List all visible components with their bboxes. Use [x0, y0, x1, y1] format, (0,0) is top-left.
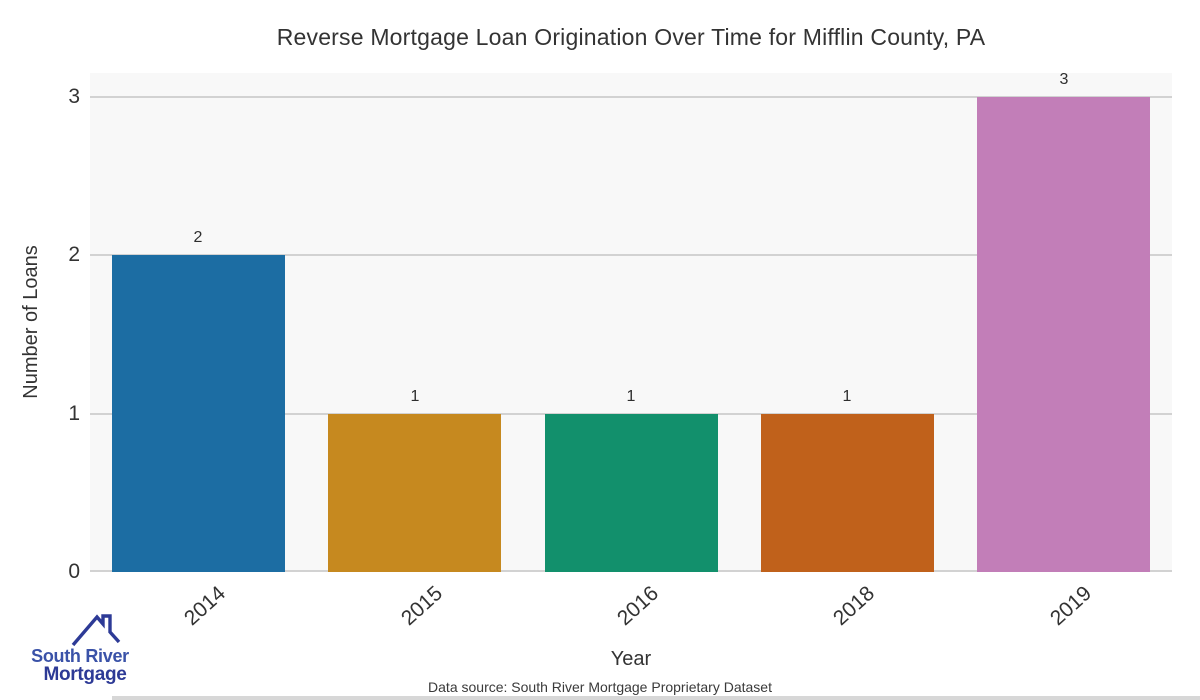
bar-2019 [977, 97, 1150, 572]
x-tick-label-2015: 2015 [396, 581, 448, 631]
x-tick-label-2016: 2016 [612, 581, 664, 631]
bar-2015 [328, 414, 501, 572]
y-tick-label-0: 0 [68, 560, 80, 583]
house-roof-icon [71, 614, 121, 647]
bottom-divider [112, 696, 1200, 700]
bar-value-label-2016: 1 [626, 388, 636, 405]
bar-value-label-2015: 1 [410, 388, 420, 405]
bar-2016 [545, 414, 718, 572]
bar-2018 [761, 414, 934, 572]
gridline-y-3 [90, 96, 1172, 98]
y-tick-label-3: 3 [68, 84, 80, 108]
bar-value-label-2019: 3 [1059, 71, 1069, 88]
logo-text-line1: South River [31, 646, 129, 666]
gridline-y-2 [90, 254, 1172, 256]
x-tick-label-2019: 2019 [1045, 581, 1097, 631]
bar-value-label-2014: 2 [193, 229, 203, 246]
y-tick-label-2: 2 [68, 243, 80, 267]
x-tick-label-2014: 2014 [179, 581, 231, 631]
chart-title: Reverse Mortgage Loan Origination Over T… [276, 24, 986, 50]
plot-area [90, 73, 1172, 572]
x-tick-label-2018: 2018 [828, 581, 880, 631]
logo-text-line2: Mortgage [43, 664, 127, 685]
data-source-note: Data source: South River Mortgage Propri… [428, 679, 772, 695]
x-axis-title: Year [610, 648, 652, 670]
y-tick-label-1: 1 [68, 401, 80, 425]
bar-value-label-2018: 1 [842, 388, 852, 405]
bar-2014 [112, 255, 285, 572]
y-axis-title: Number of Loans [20, 245, 42, 399]
